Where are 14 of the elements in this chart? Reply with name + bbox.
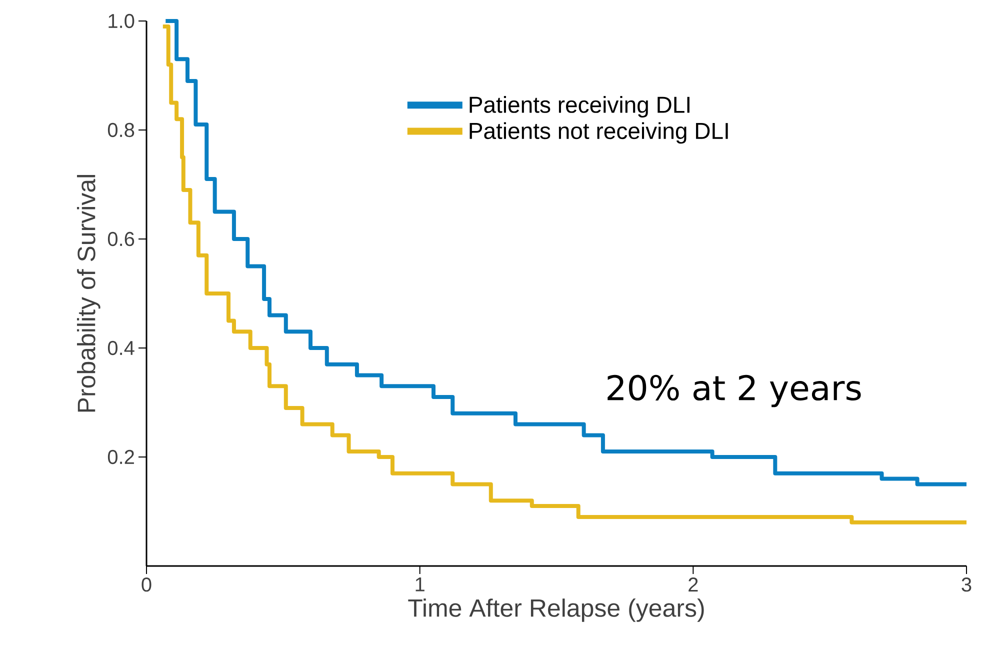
- y-axis-title: Probability of Survival: [76, 175, 100, 412]
- y-tick-label: 0.8: [108, 122, 134, 138]
- x-axis-title: Time After Relapse (years): [408, 598, 704, 622]
- x-tick-label: 2: [688, 578, 698, 592]
- legend-label: Patients receiving DLI: [470, 96, 690, 118]
- legend-label: Patients not receiving DLI: [470, 122, 728, 144]
- x-tick-label: 1: [416, 578, 424, 592]
- y-tick-label: 0.4: [108, 340, 134, 356]
- y-tick-label: 0.2: [108, 450, 134, 464]
- annotation: 20% at 2 years: [608, 374, 861, 408]
- x-tick-label: 3: [962, 578, 972, 592]
- y-tick-label: 0.6: [108, 232, 134, 246]
- y-tick-label: 1.0: [108, 14, 134, 28]
- x-tick-label: 0: [142, 578, 152, 592]
